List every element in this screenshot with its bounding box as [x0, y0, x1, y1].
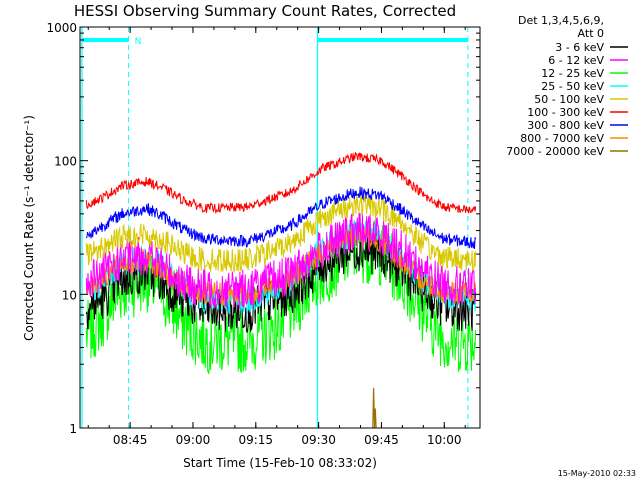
plot-area: N	[81, 27, 477, 429]
legend-label: 50 - 100 keV	[534, 93, 604, 106]
saa-label: N	[135, 37, 142, 47]
chart-title: HESSI Observing Summary Count Rates, Cor…	[74, 2, 456, 20]
series-line	[85, 212, 477, 309]
y-axis: 1 10 100 1000	[46, 21, 480, 436]
series-line	[372, 387, 377, 429]
legend-label: 300 - 800 keV	[527, 119, 604, 132]
x-tick-label: 10:00	[427, 433, 462, 447]
legend-label: 12 - 25 keV	[541, 67, 604, 80]
y-tick-label: 1000	[46, 21, 77, 35]
x-tick-label: 09:30	[301, 433, 336, 447]
x-tick-label: 09:45	[364, 433, 399, 447]
y-axis-label: Corrected Count Rate (s⁻¹ detector⁻¹)	[22, 115, 36, 341]
series-line	[85, 193, 477, 273]
y-tick-label: 10	[62, 288, 77, 302]
legend-header: Att 0	[578, 27, 604, 40]
series-line	[85, 231, 477, 333]
legend-header: Det 1,3,4,5,6,9,	[518, 14, 604, 27]
x-axis-label: Start Time (15-Feb-10 08:33:02)	[183, 456, 377, 470]
y-tick-label: 100	[54, 155, 77, 169]
x-axis: 08:45 09:00 09:15 09:30 09:45 10:00	[87, 27, 466, 447]
y-tick-label: 1	[69, 422, 77, 436]
x-tick-label: 09:15	[238, 433, 273, 447]
series-line	[85, 186, 477, 249]
x-tick-label: 08:45	[113, 433, 148, 447]
legend-label: 3 - 6 keV	[555, 41, 604, 54]
series-line	[85, 152, 477, 215]
x-tick-label: 09:00	[176, 433, 211, 447]
legend-label: 25 - 50 keV	[541, 80, 604, 93]
legend-label: 7000 - 20000 keV	[506, 145, 604, 158]
plot-frame	[79, 26, 481, 429]
legend-label: 100 - 300 keV	[527, 106, 604, 119]
legend-label: 6 - 12 keV	[548, 54, 604, 67]
legend-label: 800 - 7000 keV	[520, 132, 604, 145]
plot-timestamp: 15-May-2010 02:33	[558, 469, 636, 478]
